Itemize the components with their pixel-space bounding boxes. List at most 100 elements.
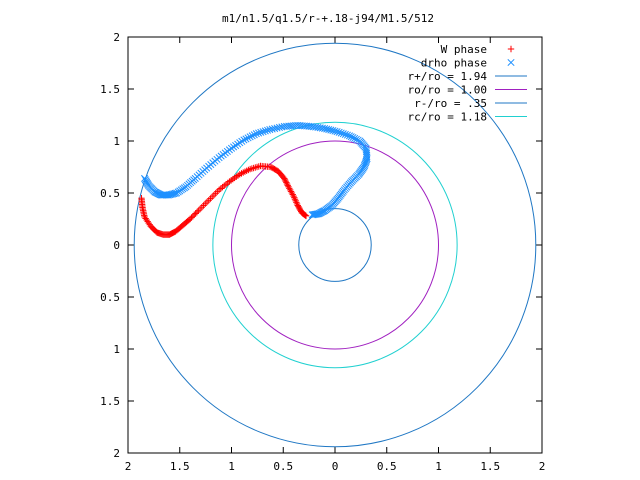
data-point — [257, 128, 265, 136]
data-point — [321, 124, 329, 133]
data-point — [337, 129, 345, 137]
legend-swatch — [507, 45, 515, 53]
data-point — [242, 135, 250, 143]
data-point — [341, 130, 349, 138]
legend-label: drho phase — [421, 57, 487, 70]
data-point — [166, 191, 174, 199]
data-point — [200, 202, 207, 209]
data-point — [283, 180, 291, 188]
data-point — [349, 133, 357, 142]
y-tick-label: 1 — [113, 135, 120, 148]
data-point — [252, 164, 259, 171]
y-tick-label: 1.5 — [100, 83, 120, 96]
data-point — [325, 126, 333, 134]
data-point — [202, 200, 209, 207]
x-tick-label: 2 — [539, 460, 546, 473]
data-point — [308, 211, 316, 219]
data-point — [333, 128, 341, 136]
data-point — [167, 190, 175, 198]
x-tick-label: 0 — [332, 460, 339, 473]
reference-circles — [133, 42, 537, 448]
data-point — [331, 127, 339, 135]
data-point — [205, 197, 212, 204]
data-point — [193, 208, 201, 216]
legend-swatch — [507, 58, 515, 67]
legend-entry: ro/ro = 1.00 — [408, 84, 527, 97]
data-point — [309, 211, 317, 219]
data-point — [244, 134, 252, 142]
drho-phase-series — [141, 121, 371, 219]
data-point — [222, 181, 230, 188]
data-point — [290, 192, 297, 200]
data-point — [215, 186, 223, 194]
data-point — [345, 132, 354, 140]
y-tick-label: 1.5 — [100, 395, 120, 408]
data-point — [291, 194, 298, 201]
data-point — [219, 183, 226, 191]
legend-entry: drho phase — [421, 57, 515, 70]
data-point — [210, 191, 218, 199]
data-point — [203, 198, 211, 206]
legend-label: W phase — [441, 43, 487, 56]
data-point — [198, 204, 206, 211]
y-tick-label: 0 — [113, 239, 120, 252]
data-point — [335, 128, 343, 136]
data-point — [281, 176, 289, 184]
x-tick-label: 1 — [435, 460, 442, 473]
data-point — [217, 185, 225, 192]
data-point — [318, 124, 326, 132]
data-point — [327, 126, 335, 134]
data-point — [189, 213, 197, 220]
data-point — [196, 205, 204, 213]
chart-title: m1/n1.5/q1.5/r-+.18-j94/M1.5/512 — [222, 12, 434, 25]
circle-r- — [298, 208, 372, 282]
data-point — [302, 212, 310, 220]
data-point — [186, 215, 194, 223]
legend-label: ro/ro = 1.00 — [408, 84, 487, 97]
y-tick-label: 1 — [113, 343, 120, 356]
data-point — [250, 131, 258, 139]
data-point — [214, 188, 221, 195]
x-tick-label: 1.5 — [480, 460, 500, 473]
data-point — [192, 210, 199, 217]
data-point — [310, 210, 318, 219]
data-point — [351, 134, 359, 142]
data-point — [339, 130, 347, 138]
circle-ro — [231, 140, 439, 350]
data-point — [188, 214, 195, 221]
legend-label: r-/ro = .35 — [414, 97, 487, 110]
data-point — [248, 132, 256, 140]
data-point — [252, 130, 260, 138]
data-point — [323, 125, 331, 133]
data-point — [208, 193, 216, 201]
circle-rc — [212, 121, 458, 369]
data-point — [212, 190, 219, 197]
data-point — [261, 127, 269, 135]
axis-ticks: 2 1.5 1 0.5 0 0.5 1 1.5 221.510.500.511.52 — [100, 31, 545, 473]
data-point — [164, 191, 172, 199]
data-point — [343, 131, 351, 139]
data-point — [170, 190, 178, 198]
data-point — [168, 190, 177, 198]
legend-entry: r+/ro = 1.94 — [408, 70, 527, 83]
data-point — [352, 135, 360, 143]
x-tick-label: 1.5 — [170, 460, 190, 473]
data-point — [284, 182, 291, 189]
y-tick-label: 0.5 — [100, 291, 120, 304]
data-point — [191, 211, 198, 219]
data-point — [207, 195, 214, 202]
data-point — [282, 178, 289, 185]
x-tick-label: 0.5 — [273, 460, 293, 473]
data-point — [240, 136, 248, 144]
legend-entry: r-/ro = .35 — [414, 97, 527, 110]
data-point — [292, 197, 299, 204]
data-point — [253, 163, 261, 171]
circle-r- — [133, 42, 537, 448]
data-point — [283, 179, 290, 186]
data-point — [293, 199, 300, 206]
data-point — [347, 133, 355, 141]
phase-series — [138, 121, 371, 238]
y-tick-label: 2 — [113, 31, 120, 44]
legend-label: r+/ro = 1.94 — [408, 70, 488, 83]
